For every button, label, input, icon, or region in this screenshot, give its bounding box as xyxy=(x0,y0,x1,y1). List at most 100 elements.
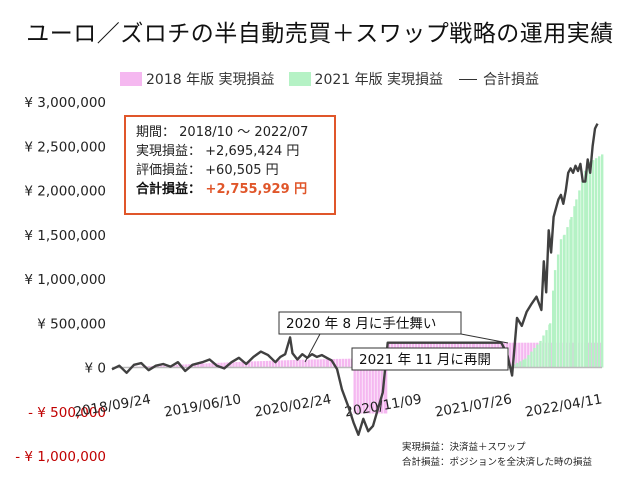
summary-total-value: +2,755,929 円 xyxy=(205,182,308,197)
callout-restart-text: 2021 年 11 月に再開 xyxy=(359,352,491,368)
summary-realized: 実現損益： +2,695,424 円 xyxy=(136,142,324,161)
y-tick-label: ¥ 2,500,000 xyxy=(24,139,106,155)
area-2018-bar xyxy=(156,365,160,368)
area-2021-bar xyxy=(552,290,555,368)
area-2018-bar xyxy=(173,365,176,368)
area-2018-bar xyxy=(374,367,377,414)
area-2018-bar xyxy=(344,358,348,368)
area-2021-bar xyxy=(519,361,522,368)
area-2018-bar xyxy=(353,367,356,414)
y-tick-label: ¥ 1,500,000 xyxy=(24,228,106,244)
area-2018-bar xyxy=(304,359,307,368)
summary-realized-value: +2,695,424 円 xyxy=(205,144,300,159)
area-2018-bar xyxy=(159,365,163,368)
summary-period-value: 2018/10 ～ 2022/07 xyxy=(179,125,309,140)
area-2018-bar xyxy=(238,361,241,368)
area-2021-bar xyxy=(595,158,598,368)
area-2018-bar xyxy=(211,363,214,368)
area-2021-bar xyxy=(510,365,513,368)
area-2018-bar xyxy=(347,358,351,368)
total-line-path xyxy=(111,123,599,436)
area-2018-bar xyxy=(329,359,333,368)
x-tick-label: 2020/02/24 xyxy=(253,391,332,420)
x-tick-label: 2019/06/10 xyxy=(163,391,242,420)
area-2018-bar xyxy=(289,360,292,368)
y-tick-label: ¥ 500,000 xyxy=(37,316,106,332)
callout-restart-box xyxy=(351,347,509,371)
area-2018-bar xyxy=(380,367,383,414)
callout-stop-box xyxy=(278,311,462,335)
area-2021-bar xyxy=(527,355,530,368)
callout-restart-pointer xyxy=(460,333,509,344)
summary-realized-label: 実現損益： xyxy=(136,144,202,159)
area-2018-bar xyxy=(197,363,200,368)
area-2018-bar xyxy=(518,342,521,368)
area-2018-bar xyxy=(205,363,208,368)
area-2021-bar xyxy=(536,344,539,368)
legend-label-2021: 2021 年版 実現損益 xyxy=(314,72,444,88)
summary-total: 合計損益： +2,755,929 円 xyxy=(136,180,324,199)
area-2021-bar xyxy=(581,181,584,368)
area-2021-bar xyxy=(586,163,589,368)
legend-item-total: 合計損益 xyxy=(457,69,539,89)
area-2018-bar xyxy=(277,360,280,368)
area-2018-bar xyxy=(365,367,368,414)
y-tick-label: - ¥ 500,000 xyxy=(28,405,106,421)
x-tick-label: 2022/04/11 xyxy=(524,391,603,420)
area-2018-bar xyxy=(200,363,203,368)
area-2018-bar xyxy=(371,367,374,414)
area-2018-bar xyxy=(319,359,322,368)
area-2021-bar xyxy=(559,239,563,368)
legend-label-2018: 2018 年版 実現損益 xyxy=(146,72,275,88)
area-2018-bar xyxy=(271,360,274,368)
area-2021-bar xyxy=(556,254,560,368)
area-2018-bar xyxy=(208,363,211,368)
area-2018-bar xyxy=(362,367,365,414)
area-2021-bar xyxy=(533,348,536,368)
x-tick-label: 2021/07/26 xyxy=(434,391,513,420)
area-2018-bar xyxy=(322,359,325,368)
area-2018-bar xyxy=(232,362,235,368)
area-2018-bar xyxy=(250,361,253,368)
area-2018-bar xyxy=(235,362,238,368)
area-2018-bar xyxy=(295,359,298,368)
area-2021-bar xyxy=(578,190,581,368)
legend-line-total xyxy=(459,78,478,80)
summary-period-label: 期間： xyxy=(136,125,176,140)
footnote-total: 合計損益：ポジションを全決済した時の損益 xyxy=(402,457,593,468)
area-2021-bar xyxy=(530,351,533,368)
y-tick-label: ¥ 1,000,000 xyxy=(24,272,106,288)
area-2018-bar xyxy=(524,342,527,368)
area-2018-bar xyxy=(162,365,166,368)
summary-unrealized-label: 評価損益： xyxy=(136,163,202,178)
area-2021-bar xyxy=(601,154,604,368)
area-2018-bar xyxy=(176,364,179,368)
area-2021-bar xyxy=(584,170,587,368)
area-2018-bar xyxy=(521,342,524,368)
area-2021-bar xyxy=(563,234,566,368)
area-2018-bar xyxy=(202,363,205,368)
area-2021-bar xyxy=(592,160,595,368)
area-2018-bar xyxy=(292,360,295,368)
area-2018-bar xyxy=(515,342,518,368)
area-2021-bar xyxy=(589,162,592,368)
x-tick-label: 2018/09/24 xyxy=(73,391,152,420)
area-2018-bar xyxy=(286,360,289,368)
area-2021-bar xyxy=(542,335,545,368)
area-2018-bar xyxy=(194,363,197,368)
y-tick-label: - ¥ 1,000,000 xyxy=(15,449,106,465)
area-2021-bar xyxy=(516,362,519,368)
footnotes: 実現損益：決済益＋スワップ 合計損益：ポジションを全決済した時の損益 xyxy=(402,440,592,470)
area-2018-bar xyxy=(359,367,362,414)
area-2018-bar xyxy=(185,364,188,368)
chart-callouts: 2020 年 8 月に手仕舞い 2021 年 11 月に再開 xyxy=(278,311,509,371)
area-2021-bar xyxy=(575,199,578,368)
callout-stop-pointer xyxy=(304,333,321,363)
area-2021-bar xyxy=(566,227,569,368)
area-2018-bar xyxy=(274,360,277,368)
area-2021-bar xyxy=(598,156,601,368)
area-2018-bar xyxy=(356,367,359,414)
y-tick-label: ¥ 2,000,000 xyxy=(24,184,106,200)
area-2018-bar xyxy=(283,360,286,368)
area-2018-bar xyxy=(301,359,304,368)
